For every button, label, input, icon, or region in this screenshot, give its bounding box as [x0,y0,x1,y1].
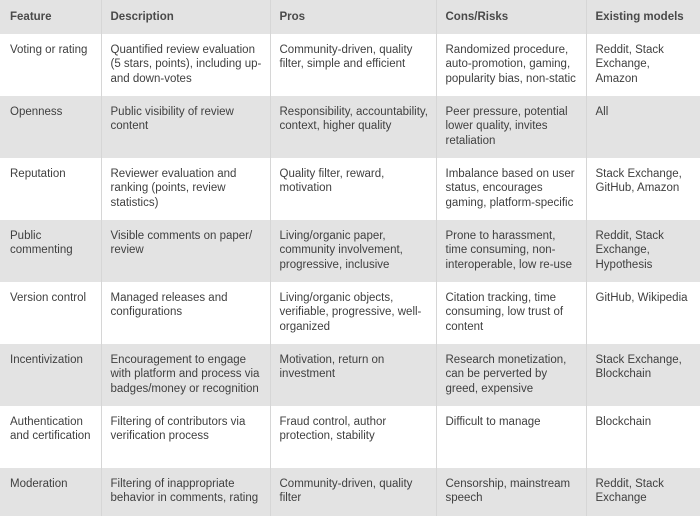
header-feature: Feature [10,10,52,23]
cons-cell: Prone to harassment, time consuming, non… [435,220,586,282]
pros-cell: Motivation, return on investment [269,344,436,406]
table-row: Openness Public visibility of review con… [0,96,700,158]
table-row: Authentication and certification Filteri… [0,406,700,468]
table-row: Reputation Reviewer evaluation and ranki… [0,158,700,220]
header-row: Feature Description Pros Cons/Risks Exis… [0,0,700,34]
pros-cell: Living/organic paper, community involvem… [269,220,436,282]
feature-cell: Voting or rating [10,44,88,56]
description-cell: Filtering of inappropriate behavior in c… [100,468,270,516]
description-cell: Encouragement to engage with platform an… [100,344,270,406]
description-cell: Public visibility of review content [100,96,270,158]
cons-cell: Imbalance based on user status, encourag… [435,158,586,220]
models-cell: Reddit, Stack Exchange, Hypothesis [585,220,700,282]
table-row: Public commenting Visible comments on pa… [0,220,700,282]
models-cell: Stack Exchange, GitHub, Amazon [585,158,700,220]
feature-cell: Openness [10,106,63,118]
pros-cell: Community-driven, quality filter [269,468,436,516]
pros-cell: Community-driven, quality filter, simple… [269,34,436,96]
table-row: Incentivization Encouragement to engage … [0,344,700,406]
feature-cell: Version control [10,292,87,304]
pros-cell: Living/organic objects, verifiable, prog… [269,282,436,344]
cons-cell: Citation tracking, time consuming, low t… [435,282,586,344]
table-row: Voting or rating Quantified review evalu… [0,34,700,96]
header-cons-risks: Cons/Risks [435,0,586,34]
pros-cell: Fraud control, author protection, stabil… [269,406,436,468]
feature-cell: Authentication and certification [10,416,91,443]
models-cell: Stack Exchange, Blockchain [585,344,700,406]
models-cell: GitHub, Wikipedia [585,282,700,344]
description-cell: Reviewer evaluation and ranking (points,… [100,158,270,220]
models-cell: All [585,96,700,158]
cons-cell: Difficult to manage [435,406,586,468]
models-cell: Blockchain [585,406,700,468]
pros-cell: Quality filter, reward, motivation [269,158,436,220]
description-cell: Managed releases and configurations [100,282,270,344]
cons-cell: Censorship, mainstream speech [435,468,586,516]
cons-cell: Peer pressure, potential lower quality, … [435,96,586,158]
description-cell: Quantified review evaluation (5 stars, p… [100,34,270,96]
header-pros: Pros [269,0,436,34]
feature-cell: Incentivization [10,354,83,366]
feature-cell: Public commenting [10,230,73,257]
description-cell: Filtering of contributors via verificati… [100,406,270,468]
feature-cell: Reputation [10,168,66,180]
models-cell: Reddit, Stack Exchange, Amazon [585,34,700,96]
table-row: Version control Managed releases and con… [0,282,700,344]
description-cell: Visible comments on paper/ review [100,220,270,282]
cons-cell: Research monetization, can be perverted … [435,344,586,406]
feature-cell: Moderation [10,478,68,490]
header-existing-models: Existing models [585,0,700,34]
cons-cell: Randomized procedure, auto-promotion, ga… [435,34,586,96]
header-description: Description [100,0,270,34]
table-row: Moderation Filtering of inappropriate be… [0,468,700,516]
models-cell: Reddit, Stack Exchange [585,468,700,516]
pros-cell: Responsibility, accountability, context,… [269,96,436,158]
